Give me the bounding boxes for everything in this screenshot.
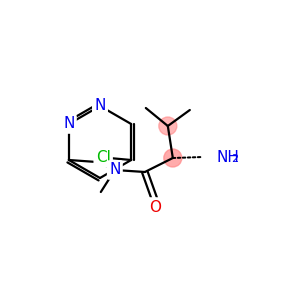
Text: N: N: [94, 98, 106, 113]
Circle shape: [164, 149, 182, 167]
Text: O: O: [149, 200, 161, 214]
Circle shape: [159, 117, 177, 135]
Text: N: N: [109, 163, 121, 178]
Text: N: N: [63, 116, 74, 131]
Text: 2: 2: [231, 154, 238, 164]
Text: Cl: Cl: [96, 151, 111, 166]
Text: NH: NH: [217, 149, 240, 164]
